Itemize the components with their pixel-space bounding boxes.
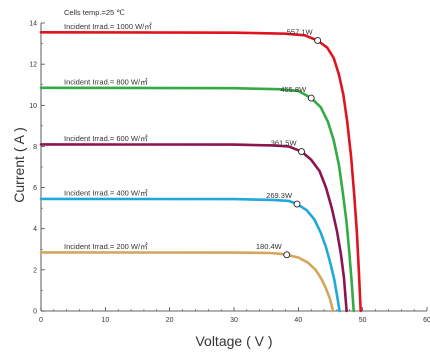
series-labels: Incident Irrad.= 1000 W/㎡ 557.1W Incident … bbox=[64, 22, 322, 259]
series-line bbox=[39, 251, 335, 313]
mpp-power-label: 269.3W bbox=[266, 191, 293, 200]
mpp-marker bbox=[283, 251, 291, 259]
y-axis-title: Current ( A ) bbox=[11, 127, 27, 202]
y-tick-label: 2 bbox=[33, 267, 37, 274]
x-tick-label: 10 bbox=[101, 317, 109, 324]
x-tick-label: 60 bbox=[423, 317, 430, 324]
y-tick-label: 0 bbox=[33, 309, 37, 316]
cells-temp-annotation: Cells temp.=25 ℃ bbox=[64, 8, 125, 17]
series-name-label: Incident Irrad.= 800 W/㎡ bbox=[64, 77, 148, 86]
series-name-label: Incident Irrad.= 600 W/㎡ bbox=[64, 134, 148, 143]
axis-ticks: 0 10 20 30 40 50 60 0 2 4 6 8 10 12 14 bbox=[29, 21, 430, 325]
y-tick-label: 12 bbox=[29, 62, 37, 69]
series-name-label: Incident Irrad.= 200 W/㎡ bbox=[64, 242, 148, 251]
x-tick-label: 50 bbox=[359, 317, 367, 324]
x-tick-label: 20 bbox=[166, 317, 174, 324]
x-tick-label: 30 bbox=[230, 317, 238, 324]
x-tick-label: 0 bbox=[39, 317, 43, 324]
mpp-marker bbox=[314, 37, 322, 44]
series-name-label: Incident Irrad.= 400 W/㎡ bbox=[64, 188, 148, 197]
x-tick-label: 40 bbox=[294, 317, 302, 324]
series-line bbox=[39, 86, 355, 313]
series-line bbox=[39, 197, 341, 313]
mpp-power-label: 557.1W bbox=[287, 27, 314, 36]
y-tick-label: 10 bbox=[29, 103, 37, 110]
mpp-marker bbox=[293, 200, 301, 208]
y-tick-label: 6 bbox=[33, 185, 37, 192]
series-layer bbox=[39, 30, 362, 313]
mpp-power-label: 361.5W bbox=[271, 139, 298, 148]
y-tick-label: 14 bbox=[29, 21, 37, 28]
mpp-marker bbox=[298, 148, 305, 156]
mpp-marker bbox=[307, 94, 315, 102]
mpp-power-label: 455.8W bbox=[280, 85, 307, 94]
series-name-label: Incident Irrad.= 1000 W/㎡ bbox=[64, 22, 152, 31]
y-tick-label: 8 bbox=[33, 144, 37, 151]
series-line bbox=[39, 30, 362, 313]
x-axis-title: Voltage ( V ) bbox=[195, 333, 272, 349]
y-tick-label: 4 bbox=[33, 226, 37, 233]
axes bbox=[40, 23, 427, 312]
series-line bbox=[39, 143, 348, 313]
mpp-power-label: 180.4W bbox=[256, 242, 283, 251]
